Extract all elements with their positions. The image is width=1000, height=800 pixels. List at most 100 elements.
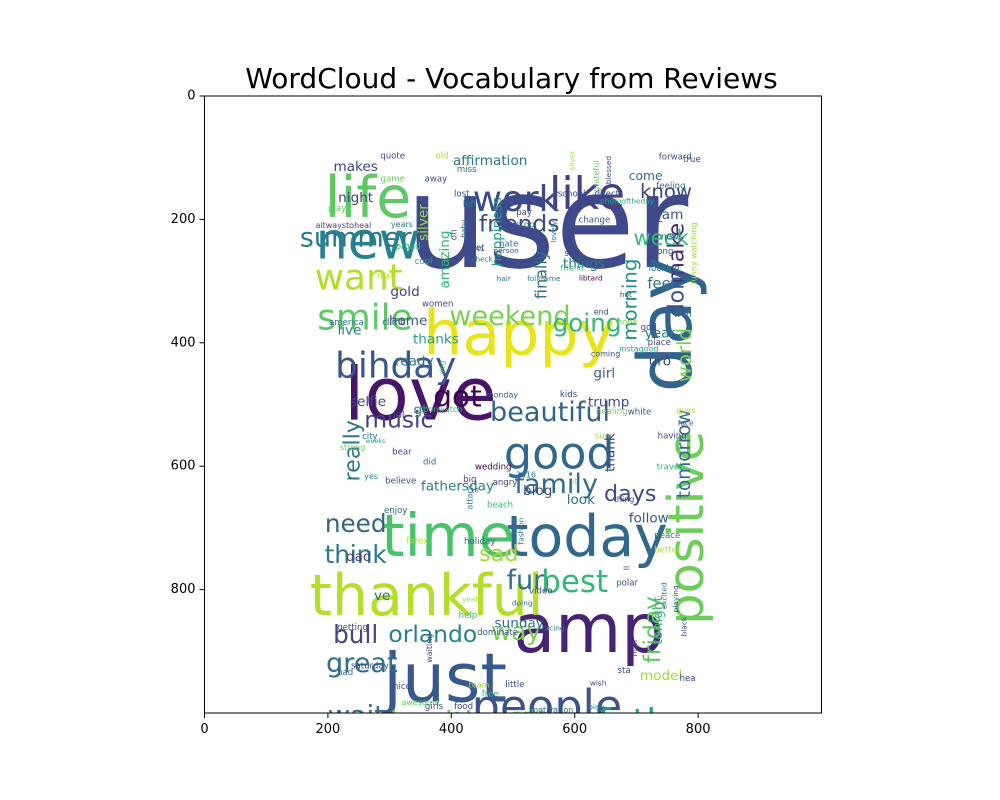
word-125: ll [623, 566, 632, 570]
x-tick-label-3: 600 [562, 722, 587, 737]
word-189: direct [594, 190, 619, 200]
word-111: wedding [475, 462, 512, 472]
word-140: food [454, 702, 473, 712]
word-63: girl [593, 366, 615, 382]
word-148: man [630, 640, 639, 657]
word-16: bihday [335, 346, 456, 387]
word-186: school [558, 190, 586, 200]
word-59: things [563, 256, 605, 272]
word-195: funny watching [689, 222, 698, 284]
y-tick-label-3: 600 [171, 459, 196, 474]
y-axis: 0 200 400 600 800 [171, 89, 205, 597]
word-103: city [362, 432, 378, 442]
word-167: looking [649, 264, 680, 274]
word-173: hair [497, 274, 512, 283]
word-137: nice [393, 682, 411, 692]
word-164: won [674, 310, 692, 320]
word-66: gold [390, 284, 419, 300]
word-132: racing [542, 623, 565, 632]
word-184: lovely [549, 220, 558, 243]
word-76: follow [629, 511, 669, 527]
word-193: true [683, 155, 701, 165]
word-143: little [505, 680, 524, 690]
word-72: gt [413, 402, 427, 418]
word-74: blog [523, 483, 552, 499]
word-114: monday [486, 391, 519, 400]
word-52: happiness [490, 197, 506, 266]
word-162: place [648, 338, 671, 348]
word-149: hea [680, 674, 696, 684]
word-121: it [572, 477, 577, 486]
word-124: better [654, 546, 681, 556]
word-135: bad [337, 668, 353, 678]
word-188: blessed [604, 156, 613, 185]
word-146: bing [588, 702, 604, 711]
word-95: let [474, 243, 486, 253]
word-157: healing [596, 407, 628, 417]
word-166: end [594, 307, 609, 316]
word-115: kids [560, 390, 578, 400]
word-185: change [579, 216, 611, 226]
word-130: help [459, 611, 478, 621]
word-90: lost [454, 190, 470, 200]
word-154: face [678, 419, 694, 428]
x-tick-label-2: 400 [439, 722, 464, 737]
word-155: having [658, 432, 687, 442]
word-5: today [506, 504, 668, 570]
word-152: black [679, 616, 688, 636]
word-33: bull [333, 620, 378, 649]
word-99: climb [382, 318, 405, 328]
word-159: sun [595, 432, 610, 442]
word-26: healthy [390, 705, 501, 739]
word-58: come [629, 169, 663, 183]
word-73: fathersday [421, 479, 494, 495]
word-116: beach [487, 501, 513, 511]
word-176: person [494, 246, 520, 255]
word-179: ð¼ [472, 245, 484, 254]
word-107: yes [364, 472, 378, 481]
word-62: urð [649, 353, 672, 369]
word-23: family [514, 469, 598, 500]
word-177: hate [499, 240, 518, 250]
word-29: great [326, 648, 398, 679]
word-82: right [512, 707, 544, 723]
word-129: doing [512, 599, 533, 608]
word-96: cool [415, 257, 433, 267]
word-150: excited [660, 582, 669, 609]
word-18: want [315, 258, 403, 299]
word-49: tomorrow [674, 409, 695, 498]
word-44: friday [638, 596, 666, 664]
word-67: home [389, 313, 428, 329]
word-133: waiting [425, 634, 434, 663]
word-60: feel [647, 276, 675, 293]
word-34: orlando [388, 620, 477, 648]
word-192: forward [659, 153, 692, 163]
word-110: big [463, 475, 476, 485]
word-174: friend [561, 264, 584, 273]
word-119: attack [465, 484, 474, 509]
word-80: tonight [650, 596, 666, 645]
word-113: angry [493, 478, 518, 488]
word-101: lol [393, 410, 405, 421]
word-57: i_am [651, 207, 683, 223]
word-41: really [340, 420, 366, 481]
word-131: dominate [477, 628, 518, 638]
word-160: coming [591, 349, 620, 358]
word-37: days [604, 481, 656, 507]
word-51: amazing [437, 230, 453, 288]
word-3: happy [423, 298, 615, 370]
word-25: got [433, 379, 482, 413]
word-170: hot [620, 290, 632, 299]
word-4: amp [513, 590, 664, 669]
word-117: holiday [464, 537, 495, 547]
word-42: make [664, 223, 690, 284]
word-147: sta [617, 666, 630, 676]
word-88: play [328, 204, 346, 214]
word-28: best [541, 564, 608, 600]
word-83: fathers [347, 726, 395, 742]
word-158: white [628, 408, 652, 418]
word-139: girls [425, 702, 444, 712]
word-175: say [564, 249, 579, 259]
word-77: dad [346, 549, 372, 565]
